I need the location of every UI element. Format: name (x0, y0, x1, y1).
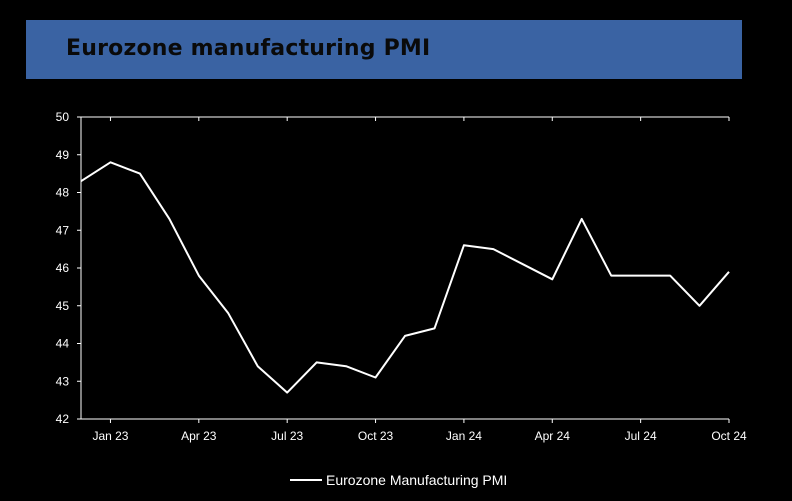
x-tick-label: Apr 24 (535, 429, 571, 443)
x-tick-label: Oct 24 (711, 429, 747, 443)
y-tick-label: 44 (56, 337, 70, 351)
chart-title: Eurozone manufacturing PMI (66, 36, 431, 61)
x-tick-label: Jan 23 (92, 429, 128, 443)
x-tick-label: Jan 24 (446, 429, 482, 443)
y-tick-label: 43 (56, 374, 70, 388)
x-tick-label: Oct 23 (358, 429, 394, 443)
y-tick-label: 45 (56, 299, 70, 313)
y-tick-label: 42 (56, 412, 70, 426)
series-line (80, 161, 730, 394)
legend-label: Eurozone Manufacturing PMI (326, 472, 508, 488)
x-tick-label: Jul 23 (271, 429, 303, 443)
chart-title-bar: Eurozone manufacturing PMI (26, 20, 742, 79)
x-tick-label: Apr 23 (181, 429, 217, 443)
x-tick-label: Jul 24 (625, 429, 657, 443)
y-tick-label: 50 (56, 110, 70, 124)
y-tick-label: 46 (56, 261, 70, 275)
legend-line-swatch (290, 479, 322, 481)
y-tick-label: 49 (56, 148, 70, 162)
y-tick-label: 48 (56, 186, 70, 200)
line-chart: 42 43 44 45 46 47 48 49 50 Jan 23 Apr 23 Jul 23 Oct … (56, 110, 747, 443)
legend: Eurozone Manufacturing PMI (290, 472, 507, 488)
y-tick-label: 47 (56, 223, 70, 237)
